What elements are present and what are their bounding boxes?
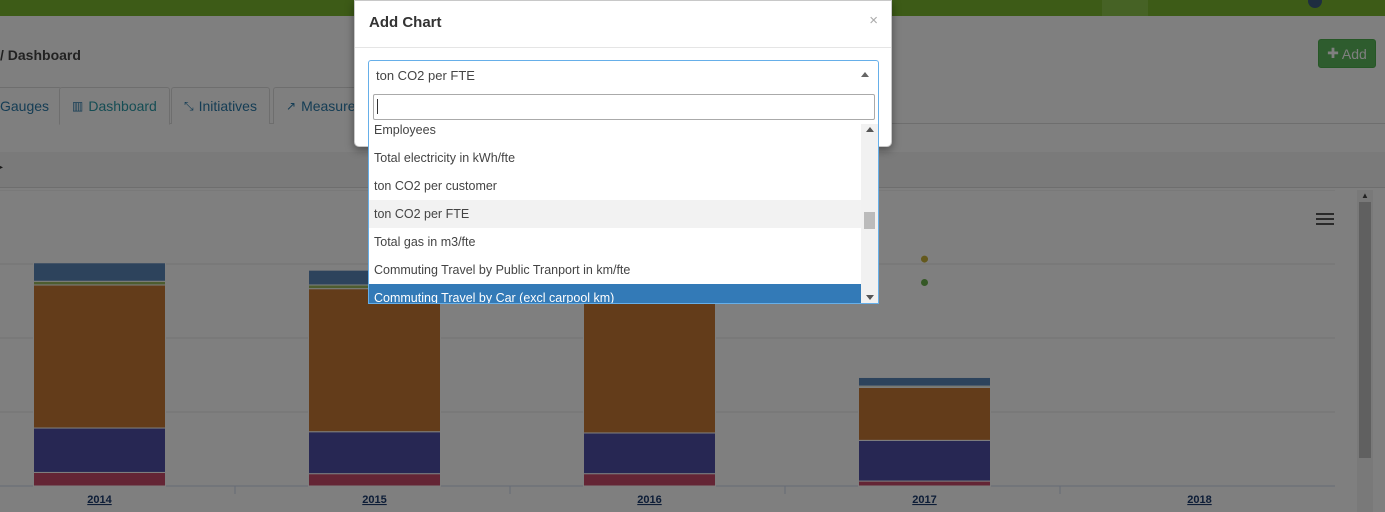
scroll-up-icon[interactable]: [866, 127, 874, 132]
modal-title: Add Chart: [369, 14, 442, 31]
dropdown-option[interactable]: ton CO2 per customer: [374, 179, 497, 193]
modal-header: Add Chart ×: [355, 1, 891, 48]
chart-select-dropdown: Employees Total electricity in kWh/fte ton…: [368, 90, 879, 304]
dropdown-option[interactable]: Commuting Travel by Public Tranport in k…: [374, 263, 631, 277]
dropdown-search-input[interactable]: [373, 94, 875, 120]
dropdown-option[interactable]: Total electricity in kWh/fte: [374, 151, 516, 165]
scroll-down-icon[interactable]: [866, 295, 874, 300]
dropdown-options: Employees Total electricity in kWh/fte ton…: [369, 124, 861, 303]
chart-select[interactable]: ton CO2 per FTE: [368, 60, 879, 90]
chevron-up-icon: [861, 72, 869, 77]
dropdown-scrollbar[interactable]: [861, 124, 878, 303]
text-cursor: [377, 99, 378, 114]
dropdown-scrollbar-thumb[interactable]: [864, 212, 875, 229]
dropdown-option[interactable]: Employees: [374, 124, 436, 137]
dropdown-option[interactable]: Total gas in m3/fte: [374, 235, 476, 249]
close-icon[interactable]: ×: [869, 12, 878, 29]
dropdown-option[interactable]: Commuting Travel by Car (excl carpool km…: [369, 284, 861, 303]
dropdown-option[interactable]: ton CO2 per FTE: [369, 200, 861, 228]
chart-select-value: ton CO2 per FTE: [376, 68, 475, 83]
